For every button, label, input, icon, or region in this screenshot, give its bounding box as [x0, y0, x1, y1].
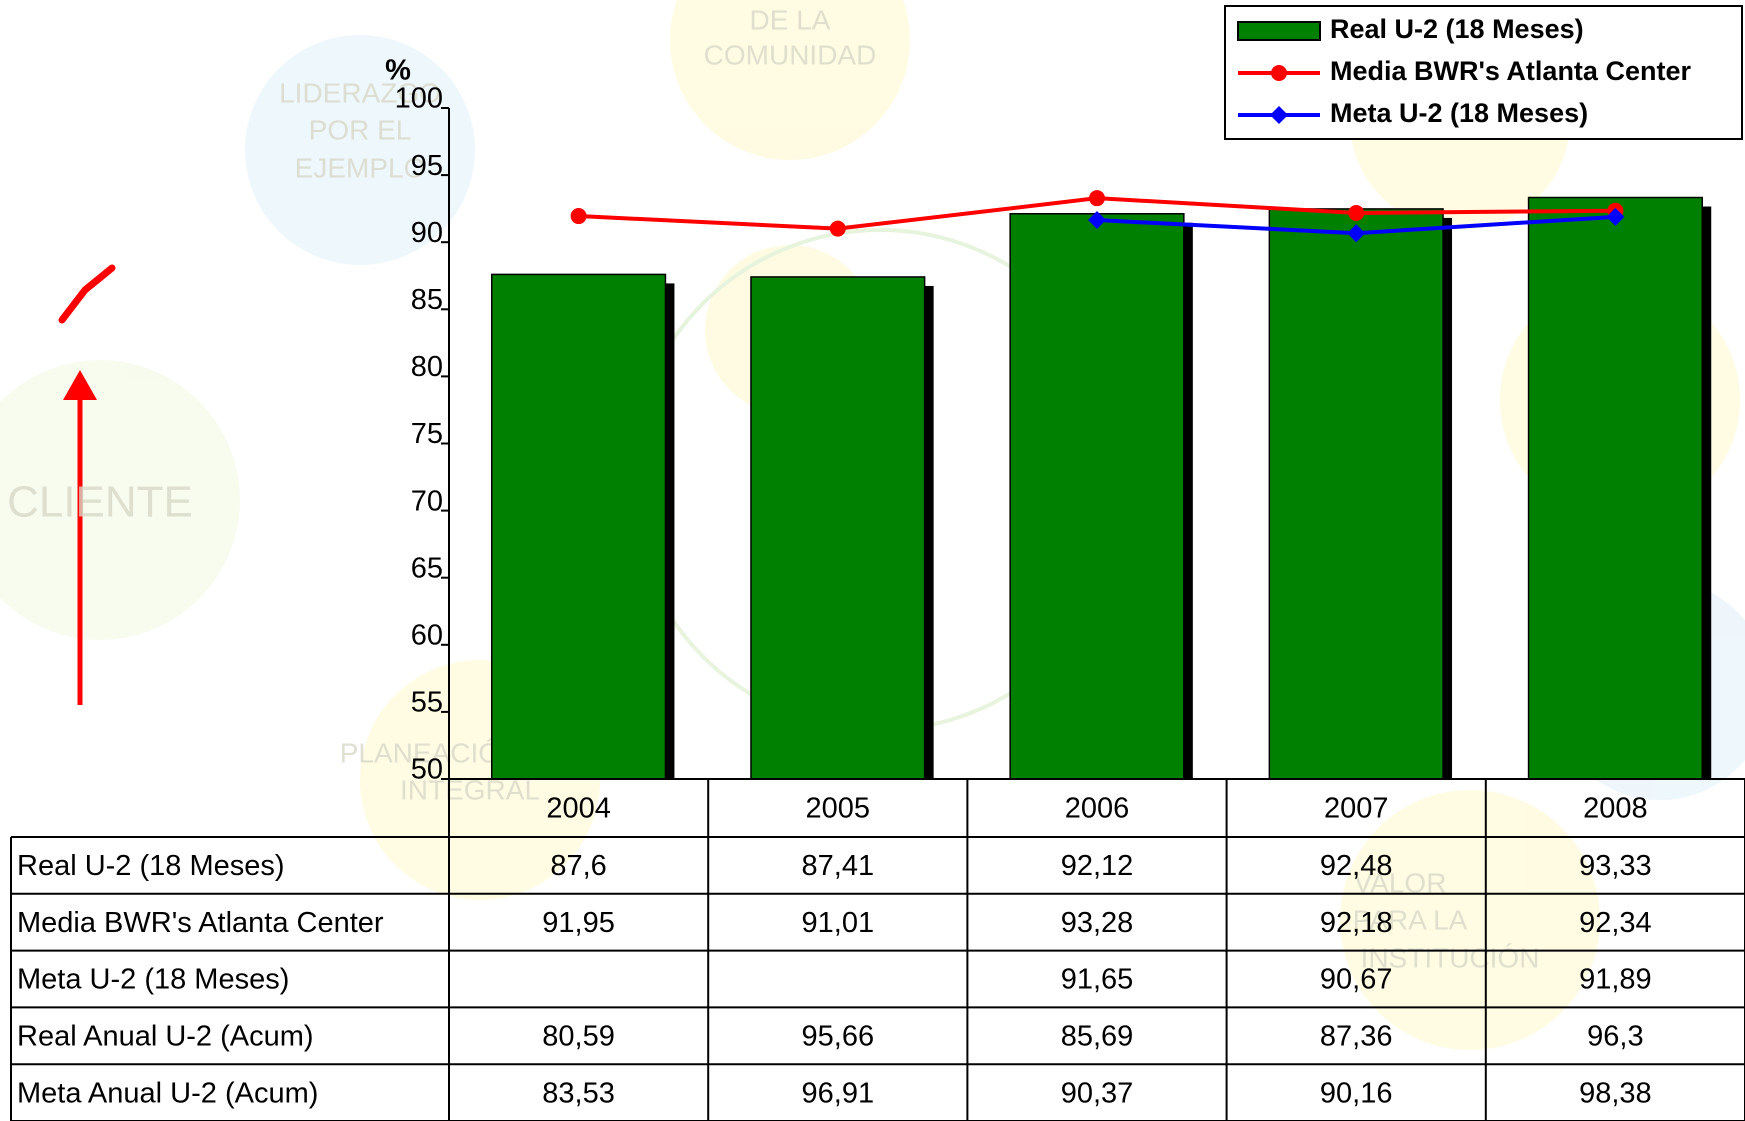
- table-cell: 91,95: [542, 907, 615, 939]
- table-cell: 80,59: [542, 1020, 615, 1052]
- table-cell: 93,28: [1061, 907, 1134, 939]
- table-cell: 92,48: [1320, 850, 1393, 882]
- legend-marker: [1271, 65, 1287, 81]
- bar: [1009, 212, 1185, 780]
- legend: Real U-2 (18 Meses) Media BWR's Atlanta C…: [1224, 5, 1743, 140]
- table-cell: 90,16: [1320, 1077, 1393, 1109]
- table-cell: 85,69: [1061, 1020, 1134, 1052]
- table-cell: 83,53: [542, 1077, 615, 1109]
- row-label: Media BWR's Atlanta Center: [17, 907, 384, 939]
- marker: [1088, 211, 1106, 230]
- table-cell: 92,34: [1579, 907, 1652, 939]
- y-tick-label: 55: [411, 687, 443, 719]
- y-tick-label: 90: [411, 217, 443, 249]
- legend-label: Meta U-2 (18 Meses): [1330, 98, 1588, 128]
- table-cell: 96,91: [802, 1077, 875, 1109]
- y-axis-label: %: [385, 55, 411, 87]
- table-cell: 90,37: [1061, 1077, 1134, 1109]
- background-text: COMUNIDAD: [704, 39, 877, 70]
- table-cell: 95,66: [802, 1020, 875, 1052]
- legend-label: Media BWR's Atlanta Center: [1330, 56, 1691, 86]
- x-tick-label: 2006: [1065, 793, 1130, 825]
- table-cell: 92,12: [1061, 850, 1134, 882]
- y-tick-label: 60: [411, 619, 443, 651]
- bar: [1268, 208, 1444, 780]
- background-text: DE LA: [750, 4, 831, 35]
- data-table: 2004 2005 2006 2007 2008 Real U-2 (18 Meses) 8…: [10, 778, 1745, 1121]
- table-cell: 87,6: [550, 850, 606, 882]
- marker: [1089, 190, 1105, 207]
- background-text: LIDERAZGO: [279, 77, 441, 108]
- background-text: POR EL: [309, 114, 412, 145]
- table-cell: 87,41: [802, 850, 875, 882]
- y-tick-label: 70: [411, 485, 443, 517]
- marker: [1348, 204, 1365, 221]
- marker: [570, 208, 587, 225]
- bar: [750, 276, 926, 780]
- y-tick-label: 80: [411, 351, 443, 383]
- table-cell: 92,18: [1320, 907, 1393, 939]
- table-cell: 91,89: [1579, 964, 1652, 996]
- marker: [1606, 207, 1625, 226]
- table-cell: 91,65: [1061, 964, 1134, 996]
- background-text: INSTITUCIÓN: [1361, 942, 1540, 973]
- legend-label: Real U-2 (18 Meses): [1330, 14, 1584, 44]
- legend-marker: [1270, 106, 1288, 124]
- legend-swatch: [1237, 21, 1321, 41]
- background-text: CLIENTE: [7, 478, 193, 527]
- x-tick-label: 2004: [546, 793, 611, 825]
- y-tick-label: 65: [411, 552, 443, 584]
- background-text: PLANEACIÓN: [340, 737, 521, 768]
- marker: [1347, 224, 1366, 243]
- x-tick-label: 2008: [1583, 793, 1648, 825]
- table-cell: 91,01: [802, 907, 875, 939]
- background-text: EJEMPLO: [295, 152, 426, 183]
- y-tick-label: 85: [411, 284, 443, 316]
- row-label: Meta Anual U-2 (Acum): [17, 1077, 318, 1109]
- y-tick-label: 95: [411, 150, 443, 182]
- table-cell: 87,36: [1320, 1020, 1393, 1052]
- x-tick-label: 2007: [1324, 793, 1389, 825]
- table-cell: 98,38: [1579, 1077, 1652, 1109]
- marker: [829, 220, 846, 237]
- table-cell: 93,33: [1579, 850, 1652, 882]
- annotation-arrow: [58, 264, 116, 705]
- background-text: PARA LA: [1353, 904, 1468, 935]
- table-cell: 90,67: [1320, 964, 1393, 996]
- y-tick-label: 100: [395, 83, 443, 115]
- y-tick-label: 75: [411, 418, 443, 450]
- bar: [491, 273, 667, 780]
- x-tick-label: 2005: [806, 793, 871, 825]
- row-label: Meta U-2 (18 Meses): [17, 964, 289, 996]
- table-cell: 96,3: [1587, 1020, 1643, 1052]
- bar: [1527, 196, 1703, 780]
- row-label: Real Anual U-2 (Acum): [17, 1020, 314, 1052]
- y-tick-label: 50: [411, 754, 443, 786]
- row-label: Real U-2 (18 Meses): [17, 850, 285, 882]
